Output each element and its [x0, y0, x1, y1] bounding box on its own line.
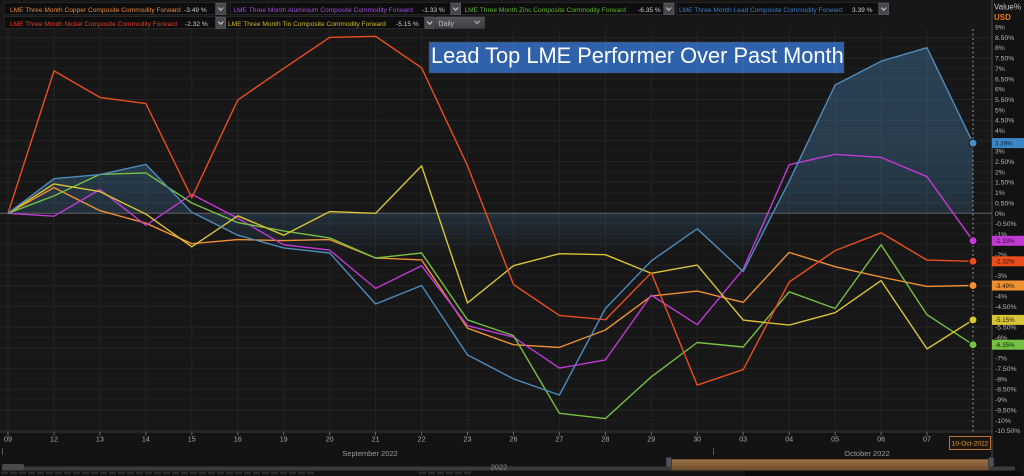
svg-text:October 2022: October 2022	[844, 449, 889, 458]
svg-text:-2.32%: -2.32%	[995, 259, 1015, 266]
svg-text:22: 22	[418, 435, 426, 444]
svg-text:23: 23	[464, 435, 472, 444]
svg-text:0%: 0%	[995, 211, 1005, 218]
svg-text:-5.15 %: -5.15 %	[396, 21, 419, 28]
svg-text:2022: 2022	[491, 463, 508, 472]
svg-text:14: 14	[142, 435, 150, 444]
svg-text:LME Three Month Tin Composite: LME Three Month Tin Composite Commodity …	[228, 21, 386, 28]
svg-text:-0.50%: -0.50%	[995, 221, 1017, 228]
svg-text:USD: USD	[994, 13, 1011, 22]
svg-text:06: 06	[877, 435, 885, 444]
svg-text:-7%: -7%	[995, 356, 1007, 363]
svg-text:September 2022: September 2022	[342, 449, 397, 458]
svg-text:1.50%: 1.50%	[995, 180, 1014, 187]
svg-text:09: 09	[4, 435, 12, 444]
svg-text:Value%: Value%	[994, 3, 1021, 12]
svg-text:6%: 6%	[995, 87, 1005, 94]
svg-text:-6%: -6%	[995, 335, 1007, 342]
svg-text:26: 26	[510, 435, 518, 444]
svg-text:4%: 4%	[995, 128, 1005, 135]
svg-text:20: 20	[326, 435, 334, 444]
svg-text:9%: 9%	[995, 25, 1005, 32]
svg-text:28: 28	[601, 435, 609, 444]
svg-text:-3.49 %: -3.49 %	[184, 7, 207, 14]
svg-text:15: 15	[188, 435, 196, 444]
svg-text:13: 13	[96, 435, 104, 444]
svg-text:12: 12	[50, 435, 58, 444]
svg-text:2%: 2%	[995, 169, 1005, 176]
svg-text:0.50%: 0.50%	[995, 201, 1014, 208]
svg-text:19: 19	[280, 435, 288, 444]
svg-text:21: 21	[372, 435, 380, 444]
svg-text:8%: 8%	[995, 45, 1005, 52]
svg-text:-5.15%: -5.15%	[995, 317, 1015, 324]
svg-text:6.50%: 6.50%	[995, 76, 1014, 83]
svg-text:4.50%: 4.50%	[995, 118, 1014, 125]
svg-text:LME Three Month Zinc Composite: LME Three Month Zinc Composite Commodity…	[465, 7, 627, 14]
svg-text:1%: 1%	[995, 190, 1005, 197]
svg-text:-6.35 %: -6.35 %	[638, 7, 661, 14]
svg-text:Lead Top LME Performer Over Pa: Lead Top LME Performer Over Past Month	[431, 43, 844, 68]
svg-text:29: 29	[647, 435, 655, 444]
svg-text:-8.50%: -8.50%	[995, 387, 1017, 394]
svg-text:2.50%: 2.50%	[995, 159, 1014, 166]
svg-text:5.50%: 5.50%	[995, 97, 1014, 104]
svg-text:-5.50%: -5.50%	[995, 325, 1017, 332]
svg-text:03: 03	[739, 435, 747, 444]
svg-text:27: 27	[555, 435, 563, 444]
svg-text:3.39%: 3.39%	[995, 140, 1013, 147]
svg-text:-9.50%: -9.50%	[995, 408, 1017, 415]
svg-text:8.50%: 8.50%	[995, 35, 1014, 42]
svg-text:LME Three Month Aluminium Comp: LME Three Month Aluminium Composite Comm…	[234, 7, 414, 14]
svg-text:-2%: -2%	[995, 252, 1007, 259]
svg-text:-9%: -9%	[995, 397, 1007, 404]
svg-text:LME Three Month Copper Composi: LME Three Month Copper Composite Commodi…	[10, 7, 181, 14]
svg-text:-1.33%: -1.33%	[995, 238, 1015, 245]
svg-text:30: 30	[693, 435, 701, 444]
svg-text:Daily: Daily	[439, 21, 455, 28]
svg-text:-1.33 %: -1.33 %	[422, 7, 445, 14]
svg-text:-7.50%: -7.50%	[995, 366, 1017, 373]
svg-text:3%: 3%	[995, 149, 1005, 156]
svg-text:-4%: -4%	[995, 294, 1007, 301]
svg-text:-8%: -8%	[995, 376, 1007, 383]
svg-text:10-Oct-2022: 10-Oct-2022	[952, 441, 989, 448]
svg-text:-4.50%: -4.50%	[995, 304, 1017, 311]
svg-text:7%: 7%	[995, 66, 1005, 73]
svg-text:16: 16	[234, 435, 242, 444]
svg-text:7.50%: 7.50%	[995, 56, 1014, 63]
svg-text:-6.35%: -6.35%	[995, 342, 1015, 349]
svg-text:04: 04	[785, 435, 793, 444]
svg-text:5%: 5%	[995, 107, 1005, 114]
svg-text:-2.32 %: -2.32 %	[185, 21, 208, 28]
svg-text:LME Three Month Nickel Composi: LME Three Month Nickel Composite Commodi…	[10, 21, 177, 28]
svg-text:-10.50%: -10.50%	[995, 428, 1020, 435]
svg-text:3.39 %: 3.39 %	[852, 7, 873, 14]
svg-text:07: 07	[923, 435, 931, 444]
svg-text:LME Three Month Lead Composite: LME Three Month Lead Composite Commodity…	[679, 7, 843, 14]
svg-text:-3.49%: -3.49%	[995, 283, 1015, 290]
svg-text:-10%: -10%	[995, 418, 1011, 425]
svg-text:-3%: -3%	[995, 273, 1007, 280]
svg-text:-1%: -1%	[995, 232, 1007, 239]
svg-text:05: 05	[831, 435, 839, 444]
